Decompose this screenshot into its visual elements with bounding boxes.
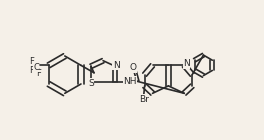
Text: N: N — [183, 59, 190, 68]
Text: F: F — [29, 57, 34, 66]
Text: Br: Br — [139, 95, 149, 104]
Text: C: C — [33, 63, 39, 72]
Text: F: F — [29, 66, 34, 75]
Text: S: S — [88, 79, 94, 88]
Text: NH: NH — [123, 77, 136, 86]
Text: N: N — [113, 61, 120, 70]
Text: F: F — [36, 69, 41, 78]
Text: O: O — [129, 63, 136, 72]
